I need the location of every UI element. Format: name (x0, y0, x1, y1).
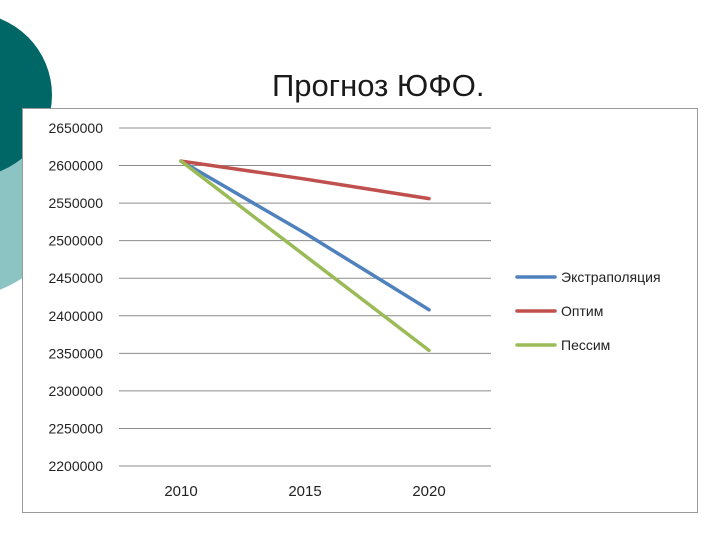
x-axis-tick-labels: 2010 2015 2020 (164, 483, 445, 500)
y-tick-label: 2500000 (48, 233, 103, 249)
legend-label: Оптим (561, 303, 603, 319)
series-line (179, 159, 431, 201)
line-chart: 2650000 2600000 2550000 2500000 2450000 24000… (48, 120, 661, 500)
y-tick-label: 2650000 (48, 120, 103, 136)
y-axis-tick-labels: 2650000 2600000 2550000 2500000 2450000 24000… (48, 120, 103, 474)
series-line (179, 159, 431, 312)
chart-frame: 2650000 2600000 2550000 2500000 2450000 24000… (22, 108, 698, 513)
y-tick-label: 2450000 (48, 270, 103, 286)
y-tick-label: 2250000 (48, 420, 103, 436)
x-tick-label: 2010 (164, 483, 197, 500)
y-tick-label: 2200000 (48, 458, 103, 474)
legend: Экстраполяция Оптим Пессим (515, 269, 661, 353)
series-line (179, 159, 431, 353)
y-tick-label: 2400000 (48, 308, 103, 324)
series-lines (179, 159, 431, 353)
legend-label: Пессим (561, 337, 610, 353)
y-tick-label: 2600000 (48, 158, 103, 174)
y-tick-label: 2300000 (48, 383, 103, 399)
legend-label: Экстраполяция (561, 269, 661, 285)
y-tick-label: 2550000 (48, 195, 103, 211)
x-tick-label: 2020 (412, 483, 445, 500)
y-tick-label: 2350000 (48, 345, 103, 361)
grid-lines (119, 127, 491, 467)
page-title: Прогноз ЮФО. (272, 68, 485, 103)
x-tick-label: 2015 (288, 483, 321, 500)
